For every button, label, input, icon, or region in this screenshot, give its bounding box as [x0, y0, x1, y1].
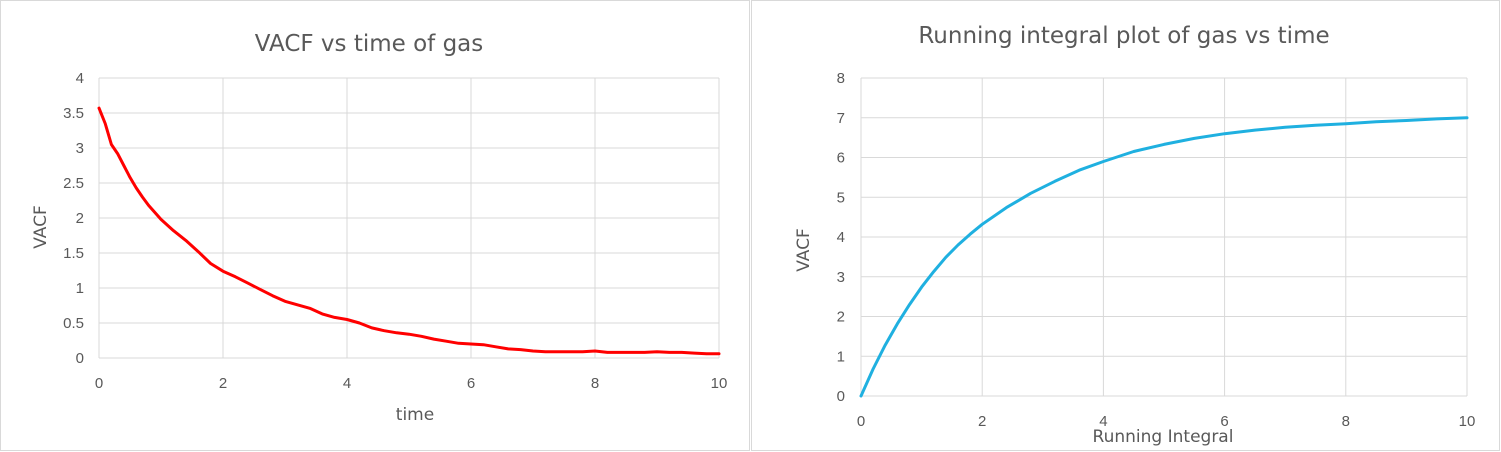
y-tick-label-right: 0 [837, 388, 845, 405]
x-tick-label-right: 6 [1220, 413, 1228, 430]
x-tick-label-left: 6 [467, 375, 475, 392]
x-tick-label-right: 0 [857, 413, 865, 430]
y-tick-label-left: 1 [76, 280, 84, 297]
chart-panel-left [0, 0, 750, 451]
y-tick-label-right: 7 [837, 110, 845, 127]
y-tick-label-left: 3.5 [63, 105, 84, 122]
y-tick-label-left: 2 [76, 210, 84, 227]
series-line-left [97, 106, 721, 356]
y-tick-label-right: 4 [837, 229, 845, 246]
series-line-right [859, 116, 1469, 398]
y-tick-label-left: 1.5 [63, 245, 84, 262]
x-tick-label-left: 4 [343, 375, 351, 392]
x-tick-label-left: 2 [219, 375, 227, 392]
y-tick-label-right: 2 [837, 309, 845, 326]
chart-panel-right [751, 0, 1500, 451]
x-tick-label-left: 10 [711, 375, 728, 392]
y-axis-label-left: VACF [31, 205, 51, 249]
chart-title-left: VACF vs time of gas [255, 31, 484, 57]
y-tick-label-left: 2.5 [63, 175, 84, 192]
y-axis-label-right: VACF [794, 228, 814, 272]
y-tick-label-left: 0.5 [63, 315, 84, 332]
y-tick-label-left: 3 [76, 140, 84, 157]
y-tick-label-right: 6 [837, 150, 845, 167]
x-axis-label-right: Running Integral [1093, 427, 1234, 447]
x-tick-label-left: 0 [95, 375, 103, 392]
x-tick-label-right: 10 [1459, 413, 1476, 430]
y-tick-label-right: 5 [837, 189, 845, 206]
x-tick-label-right: 2 [978, 413, 986, 430]
chart-title-right: Running integral plot of gas vs time [918, 23, 1329, 49]
y-tick-label-left: 4 [76, 70, 84, 87]
y-tick-label-right: 8 [837, 70, 845, 87]
x-axis-label-left: time [396, 405, 434, 425]
y-tick-label-right: 3 [837, 269, 845, 286]
y-tick-label-right: 1 [837, 348, 845, 365]
x-tick-label-right: 4 [1099, 413, 1107, 430]
y-tick-label-left: 0 [76, 350, 84, 367]
x-tick-label-left: 8 [591, 375, 599, 392]
x-tick-label-right: 8 [1342, 413, 1350, 430]
